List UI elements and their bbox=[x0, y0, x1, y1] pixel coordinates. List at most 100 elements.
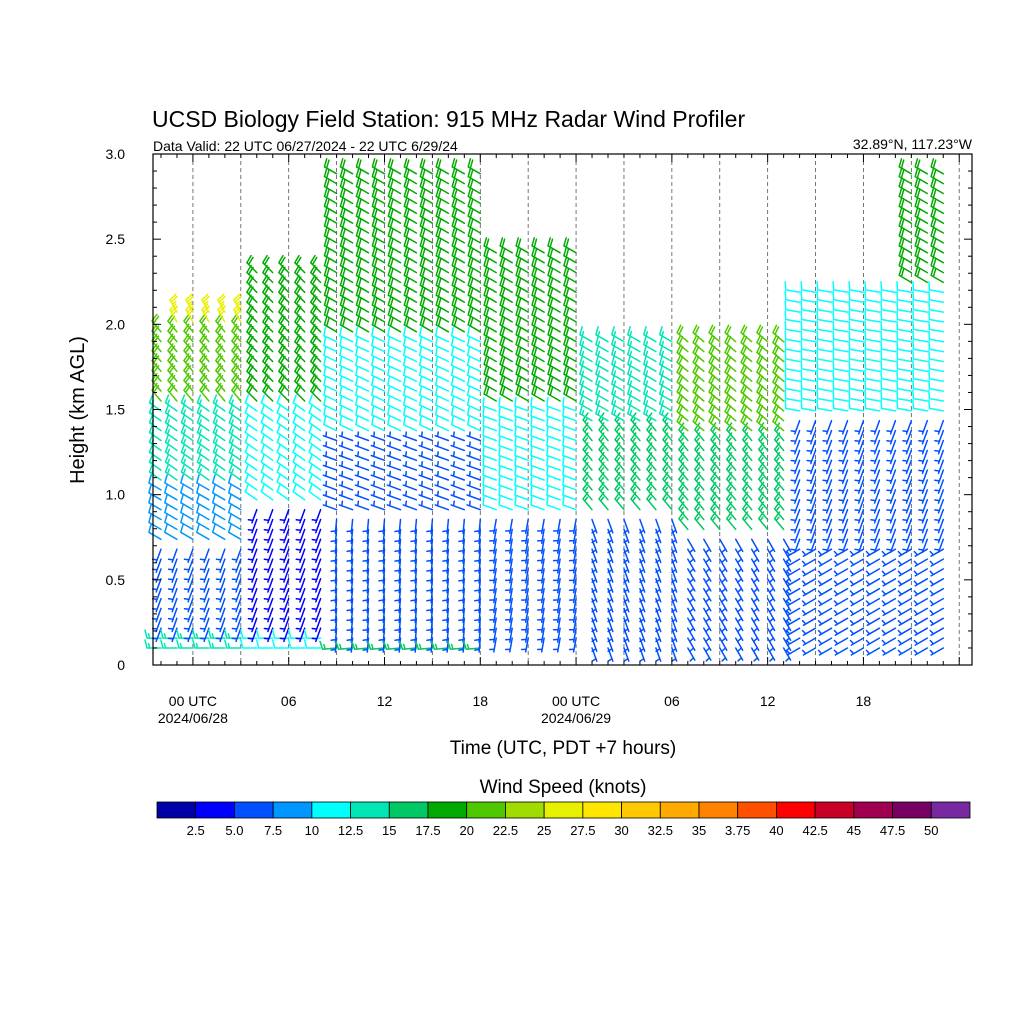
wind-barb bbox=[403, 187, 418, 205]
wind-barb bbox=[442, 607, 450, 624]
wind-barb bbox=[362, 617, 370, 634]
wind-barb bbox=[499, 256, 513, 274]
wind-barb bbox=[410, 518, 418, 535]
wind-barb bbox=[817, 607, 833, 617]
wind-barb bbox=[338, 490, 354, 501]
wind-barb bbox=[263, 548, 274, 564]
wind-barb bbox=[822, 469, 833, 485]
colorbar-swatch bbox=[388, 801, 429, 819]
wind-barb bbox=[211, 484, 226, 501]
wind-barb bbox=[848, 310, 865, 323]
wind-barb bbox=[912, 290, 929, 303]
wind-barb bbox=[832, 359, 849, 373]
wind-barb bbox=[346, 548, 354, 564]
wind-barb bbox=[244, 483, 258, 501]
wind-barb bbox=[371, 246, 386, 264]
wind-barb bbox=[918, 419, 929, 435]
wind-barb bbox=[929, 637, 945, 646]
wind-barb bbox=[330, 637, 338, 653]
wind-barb bbox=[323, 177, 338, 195]
x-tick-label: 12 bbox=[377, 693, 393, 709]
wind-barb bbox=[339, 415, 354, 432]
wind-barb bbox=[849, 578, 865, 587]
wind-barb bbox=[451, 266, 466, 284]
wind-barb bbox=[434, 336, 450, 353]
wind-barb bbox=[547, 296, 561, 313]
wind-barb bbox=[531, 326, 545, 343]
wind-barb bbox=[295, 568, 306, 583]
wind-barb bbox=[504, 568, 513, 584]
wind-barb bbox=[247, 617, 258, 633]
wind-barb bbox=[410, 548, 418, 564]
wind-barb bbox=[323, 197, 338, 215]
wind-barb bbox=[870, 489, 881, 504]
wind-barb bbox=[211, 474, 226, 491]
wind-barb bbox=[785, 558, 801, 567]
wind-barb bbox=[595, 335, 609, 353]
wind-barb bbox=[750, 548, 760, 563]
wind-barb bbox=[403, 197, 418, 215]
wind-barb bbox=[323, 415, 338, 432]
wind-barb bbox=[244, 463, 258, 481]
wind-barb bbox=[201, 303, 210, 323]
wind-barb bbox=[263, 607, 274, 623]
wind-barb bbox=[790, 489, 801, 504]
wind-barb bbox=[387, 296, 402, 313]
wind-barb bbox=[196, 414, 210, 432]
wind-barb bbox=[536, 637, 545, 653]
wind-barb bbox=[394, 637, 402, 653]
wind-barb bbox=[339, 197, 354, 215]
wind-barb bbox=[462, 640, 482, 650]
wind-barb bbox=[719, 627, 728, 642]
wind-barb bbox=[148, 523, 162, 541]
wind-barb bbox=[784, 359, 801, 373]
wind-barb bbox=[676, 324, 689, 343]
wind-barb bbox=[435, 306, 450, 323]
wind-barb bbox=[563, 345, 577, 363]
wind-barb bbox=[247, 627, 258, 643]
colorbar-label: 10 bbox=[305, 823, 319, 838]
wind-barb bbox=[387, 158, 402, 175]
wind-barb bbox=[474, 558, 482, 574]
wind-barb bbox=[817, 568, 833, 577]
wind-barb bbox=[536, 568, 545, 584]
wind-barb bbox=[164, 404, 178, 422]
wind-barb bbox=[547, 385, 561, 402]
wind-barb bbox=[547, 286, 561, 303]
wind-barb bbox=[295, 578, 306, 593]
wind-barb bbox=[435, 296, 450, 313]
wind-barb bbox=[183, 548, 194, 564]
wind-barb bbox=[929, 617, 945, 627]
wind-barb bbox=[279, 528, 290, 544]
wind-barb bbox=[898, 158, 913, 175]
wind-barb bbox=[276, 443, 290, 462]
wind-barb bbox=[563, 296, 577, 313]
wind-barb bbox=[708, 344, 721, 363]
wind-barb bbox=[514, 397, 529, 412]
wind-barb bbox=[346, 568, 354, 584]
wind-barb bbox=[233, 293, 242, 313]
wind-barb bbox=[276, 463, 290, 481]
wind-barb bbox=[703, 647, 712, 662]
wind-barb bbox=[458, 558, 466, 574]
wind-barb bbox=[466, 346, 482, 363]
wind-barb bbox=[790, 538, 801, 554]
wind-barb bbox=[822, 518, 833, 534]
wind-barb bbox=[346, 627, 354, 643]
wind-barb bbox=[912, 300, 929, 313]
wind-barb bbox=[817, 647, 833, 656]
wind-barb bbox=[627, 365, 641, 382]
wind-barb bbox=[323, 158, 338, 175]
wind-barb bbox=[323, 336, 338, 353]
wind-barb bbox=[355, 366, 370, 382]
wind-barb bbox=[338, 500, 354, 511]
wind-barb bbox=[498, 407, 513, 422]
wind-barb bbox=[311, 508, 322, 524]
wind-barb bbox=[394, 587, 402, 604]
wind-barb bbox=[450, 480, 466, 491]
wind-barb bbox=[227, 503, 242, 521]
wind-barb bbox=[806, 429, 817, 445]
wind-barb bbox=[676, 393, 689, 412]
wind-barb bbox=[370, 500, 386, 511]
wind-barb bbox=[708, 324, 721, 343]
